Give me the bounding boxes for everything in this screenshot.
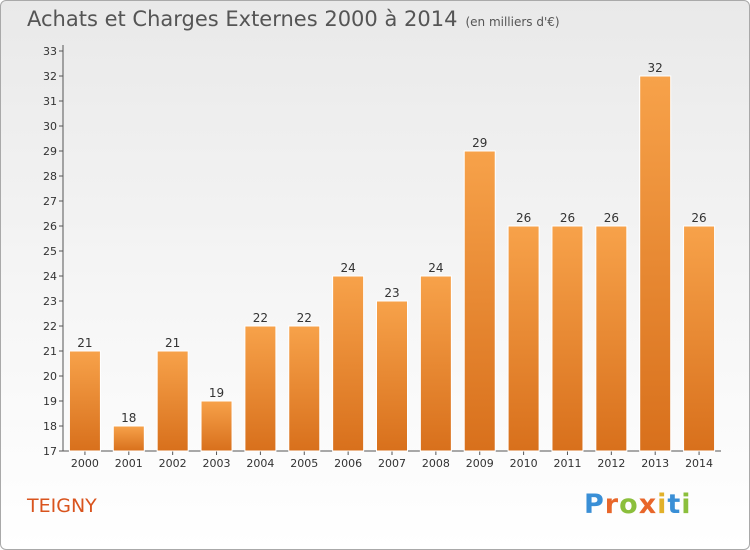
- x-tick-label: 2010: [510, 457, 538, 470]
- y-tick-label: 29: [43, 145, 57, 158]
- y-tick-label: 23: [43, 295, 57, 308]
- value-label: 26: [560, 211, 575, 225]
- x-tick-label: 2008: [422, 457, 450, 470]
- x-tick-label: 2001: [115, 457, 143, 470]
- value-label: 23: [384, 286, 399, 300]
- y-tick-label: 24: [43, 270, 57, 283]
- x-tick-label: 2000: [71, 457, 99, 470]
- y-tick-label: 17: [43, 445, 57, 458]
- value-label: 22: [297, 311, 312, 325]
- y-tick-label: 18: [43, 420, 57, 433]
- value-label: 24: [428, 261, 443, 275]
- x-tick-label: 2012: [597, 457, 625, 470]
- y-tick-label: 21: [43, 345, 57, 358]
- chart-title-block: Achats et Charges Externes 2000 à 2014 (e…: [27, 7, 560, 31]
- y-tick-label: 28: [43, 170, 57, 183]
- town-name: TEIGNY: [27, 495, 97, 517]
- y-tick-label: 33: [43, 45, 57, 58]
- value-label: 18: [121, 411, 136, 425]
- value-label: 22: [253, 311, 268, 325]
- proxiti-logo: Proxiti: [584, 489, 692, 520]
- bar-2005: [288, 325, 321, 452]
- bar-2011: [551, 225, 584, 452]
- y-tick-label: 32: [43, 70, 57, 83]
- labels-group: 2000 21 2001 18 2002 21 2003 19 2004 22 2005 22 2006…: [71, 61, 713, 470]
- bar-2009: [463, 150, 496, 452]
- bar-2001: [112, 425, 145, 452]
- y-tick-label: 22: [43, 320, 57, 333]
- value-label: 26: [604, 211, 619, 225]
- y-tick-label: 20: [43, 370, 57, 383]
- x-tick-label: 2006: [334, 457, 362, 470]
- x-tick-label: 2009: [466, 457, 494, 470]
- y-tick-label: 27: [43, 195, 57, 208]
- bar-2000: [68, 350, 101, 452]
- bar-2013: [639, 75, 672, 452]
- y-tick-label: 31: [43, 95, 57, 108]
- bar-2006: [332, 275, 365, 452]
- bar-2014: [683, 225, 716, 452]
- x-tick-label: 2007: [378, 457, 406, 470]
- value-label: 21: [165, 336, 180, 350]
- bar-2007: [376, 300, 408, 452]
- y-tick-label: 30: [43, 120, 57, 133]
- value-label: 21: [77, 336, 92, 350]
- chart-title: Achats et Charges Externes 2000 à 2014: [27, 7, 458, 31]
- bar-2002: [156, 350, 189, 452]
- chart-unit: (en milliers d'€): [465, 15, 560, 29]
- x-tick-label: 2013: [641, 457, 669, 470]
- value-label: 32: [648, 61, 663, 75]
- bar-2003: [200, 400, 233, 452]
- bars-group: [68, 75, 716, 452]
- x-tick-label: 2005: [290, 457, 318, 470]
- x-tick-label: 2003: [203, 457, 231, 470]
- bar-2010: [507, 225, 540, 452]
- value-label: 29: [472, 136, 487, 150]
- bar-2012: [595, 225, 628, 452]
- y-tick-label: 25: [43, 245, 57, 258]
- value-label: 19: [209, 386, 224, 400]
- value-label: 24: [340, 261, 355, 275]
- x-tick-label: 2004: [246, 457, 274, 470]
- x-tick-label: 2002: [159, 457, 187, 470]
- x-tick-label: 2014: [685, 457, 713, 470]
- value-label: 26: [516, 211, 531, 225]
- bar-2004: [244, 325, 277, 452]
- x-tick-label: 2011: [553, 457, 581, 470]
- y-tick-label: 19: [43, 395, 57, 408]
- y-tick-label: 26: [43, 220, 57, 233]
- bar-2008: [419, 275, 452, 452]
- value-label: 26: [691, 211, 706, 225]
- chart-axes: 17 18 19 20 21 22 23 24 25 26 27 28 29 30 31 32 33: [43, 45, 721, 458]
